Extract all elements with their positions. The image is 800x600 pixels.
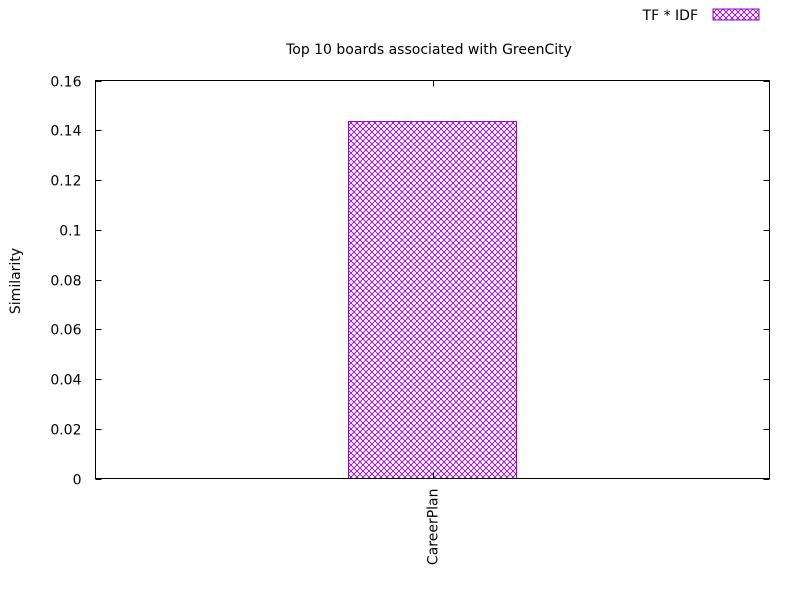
chart-title: Top 10 boards associated with GreenCity — [285, 42, 572, 58]
x-tick-label: CareerPlan — [426, 489, 442, 566]
y-tick-label: 0.04 — [50, 373, 81, 389]
y-tick-label: 0.14 — [50, 124, 81, 140]
y-tick-label: 0.02 — [50, 423, 81, 439]
plot-frame — [95, 80, 770, 479]
legend: TF * IDF — [642, 8, 760, 24]
y-tick-label: 0.08 — [50, 274, 81, 290]
legend-label: TF * IDF — [642, 8, 698, 24]
bar-careerplan — [348, 121, 517, 479]
y-tick-label: 0 — [73, 473, 82, 489]
y-axis-ticks: 0 0.02 0.04 0.06 0.08 0.1 0.12 0.14 0.16 — [50, 75, 770, 489]
y-tick-label: 0.16 — [50, 75, 81, 91]
y-tick-label: 0.12 — [50, 174, 81, 190]
legend-swatch — [712, 8, 760, 21]
y-tick-label: 0.06 — [50, 323, 81, 339]
y-tick-label: 0.1 — [59, 224, 81, 240]
bars — [348, 121, 517, 479]
x-axis-ticks: CareerPlan — [426, 80, 442, 566]
y-axis-label: Similarity — [8, 248, 24, 314]
